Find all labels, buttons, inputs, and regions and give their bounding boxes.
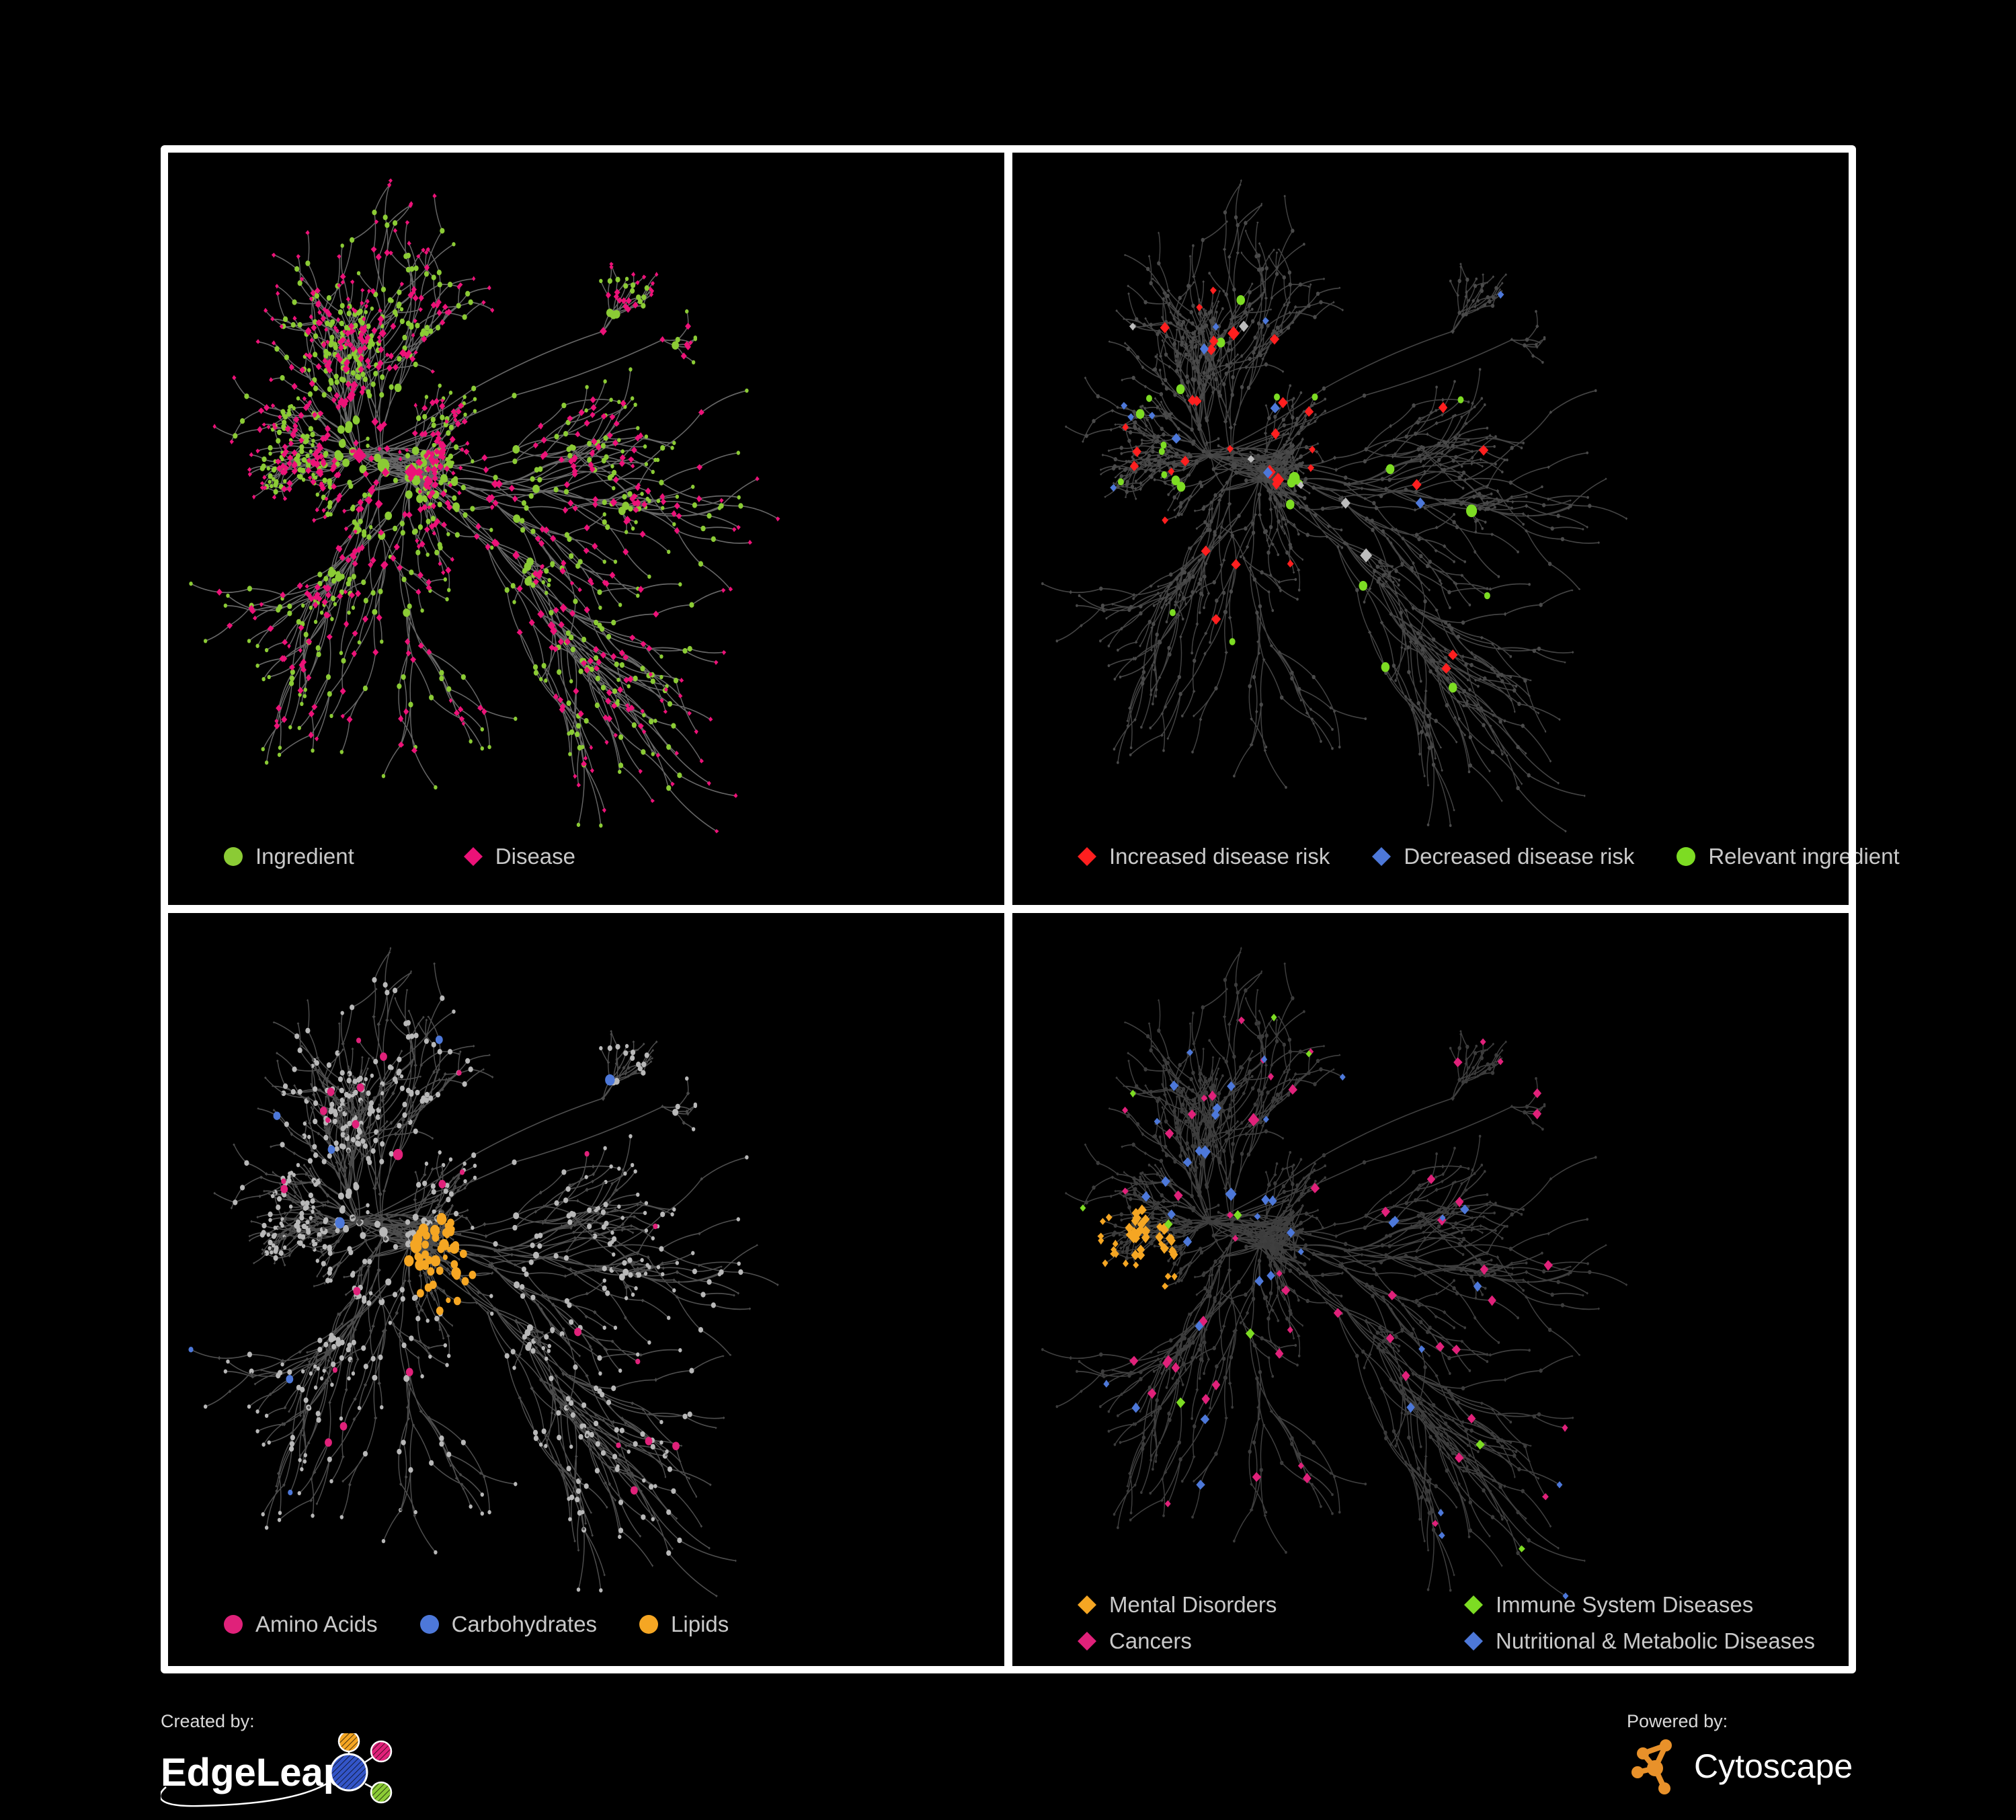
svg-text:Cytoscape: Cytoscape	[1694, 1747, 1853, 1785]
